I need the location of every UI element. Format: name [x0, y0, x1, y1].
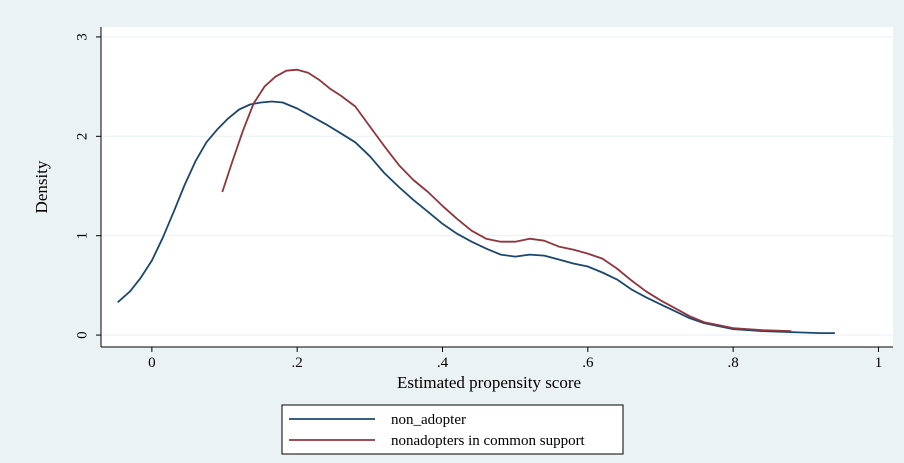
- x-axis: 0 .2 .4 .6 .8 1: [101, 346, 893, 371]
- x-tick-label: .2: [292, 355, 303, 371]
- x-tick-label: .8: [728, 355, 739, 371]
- y-tick-label: 1: [74, 232, 90, 240]
- legend-label: nonadopters in common support: [391, 433, 586, 449]
- series-line-common-support: [221, 68, 792, 332]
- x-tick-label: .4: [437, 355, 449, 371]
- plot-background: [101, 27, 893, 347]
- y-tick-label: 0: [74, 331, 90, 339]
- legend: non_adopter nonadopters in common support: [281, 404, 624, 455]
- y-axis: 0 1 2 3: [74, 27, 102, 347]
- grid-lines: [101, 36, 893, 336]
- x-tick-label: 1: [875, 355, 883, 371]
- x-axis-title: Estimated propensity score: [397, 373, 581, 392]
- legend-label: non_adopter: [391, 412, 466, 428]
- y-tick-label: 2: [74, 133, 90, 141]
- legend-box: [281, 404, 624, 455]
- series-lines: [117, 68, 835, 335]
- y-tick-label: 3: [74, 33, 90, 41]
- y-axis-title: Density: [32, 160, 51, 213]
- x-tick-label: 0: [148, 355, 156, 371]
- x-tick-label: .6: [582, 355, 594, 371]
